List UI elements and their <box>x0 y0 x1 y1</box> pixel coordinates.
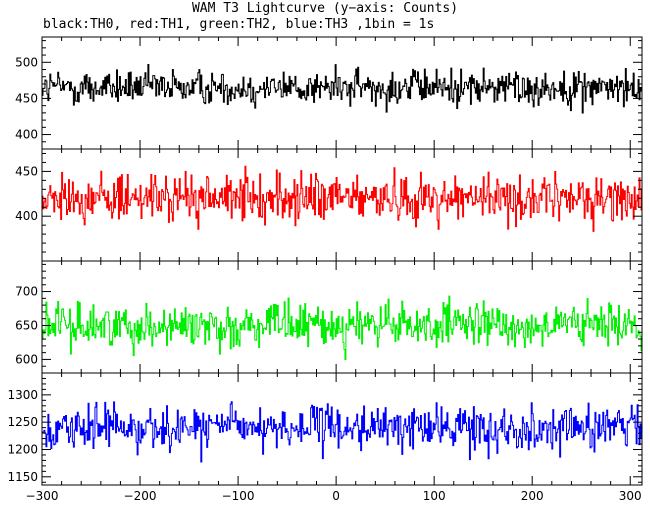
y-tick-label: 500 <box>15 55 38 69</box>
chart-title: WAM T3 Lightcurve (y−axis: Counts) <box>191 1 459 16</box>
chart-subtitle: black:TH0, red:TH1, green:TH2, blue:TH3 … <box>43 17 435 32</box>
series-th1 <box>42 165 642 232</box>
panel-th3: 1150 1200 1250 1300 <box>7 372 643 486</box>
series-th3 <box>42 401 642 463</box>
y-tick-label: 450 <box>15 91 38 105</box>
panel-frame <box>41 148 643 262</box>
series-th2 <box>42 295 642 361</box>
y-tick-label: 1300 <box>7 388 38 402</box>
series-th0 <box>42 63 642 114</box>
y-tick-label: 700 <box>15 285 38 299</box>
x-tick-label: 100 <box>423 489 446 503</box>
y-tick-label: 450 <box>15 164 38 178</box>
x-tick-label: −300 <box>26 489 59 503</box>
panel-th1: 400 450 <box>15 148 643 262</box>
y-tick-label: 600 <box>15 352 38 366</box>
x-tick-label: 0 <box>332 489 340 503</box>
panel-th2: 600 650 700 <box>15 260 643 374</box>
y-tick-label: 400 <box>15 128 38 142</box>
y-tick-label: 1250 <box>7 415 38 429</box>
x-tick-label: −100 <box>222 489 255 503</box>
y-tick-label: 1150 <box>7 470 38 484</box>
x-tick-label: −200 <box>124 489 157 503</box>
x-tick-label: 300 <box>619 489 642 503</box>
x-tick-label: 200 <box>521 489 544 503</box>
panel-th0: 400 450 500 <box>15 36 643 150</box>
y-tick-label: 400 <box>15 209 38 223</box>
panel-frame <box>41 372 643 486</box>
y-tick-label: 1200 <box>7 442 38 456</box>
y-tick-label: 650 <box>15 318 38 332</box>
